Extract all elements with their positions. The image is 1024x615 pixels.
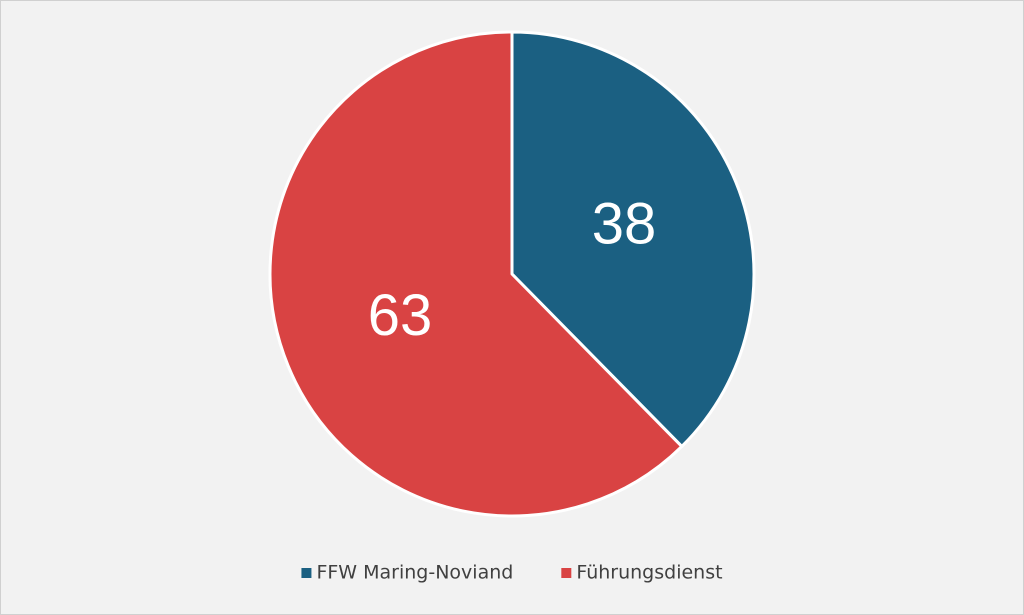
pie-slice [268,30,684,518]
legend-marker [561,568,572,578]
legend-marker [301,568,312,578]
pie-slice [510,30,756,448]
legend-label: FFW Maring-Noviand [316,562,513,584]
legend-label: Führungsdienst [576,562,722,584]
data-label: 38 [592,191,657,256]
data-label: 63 [368,283,433,348]
